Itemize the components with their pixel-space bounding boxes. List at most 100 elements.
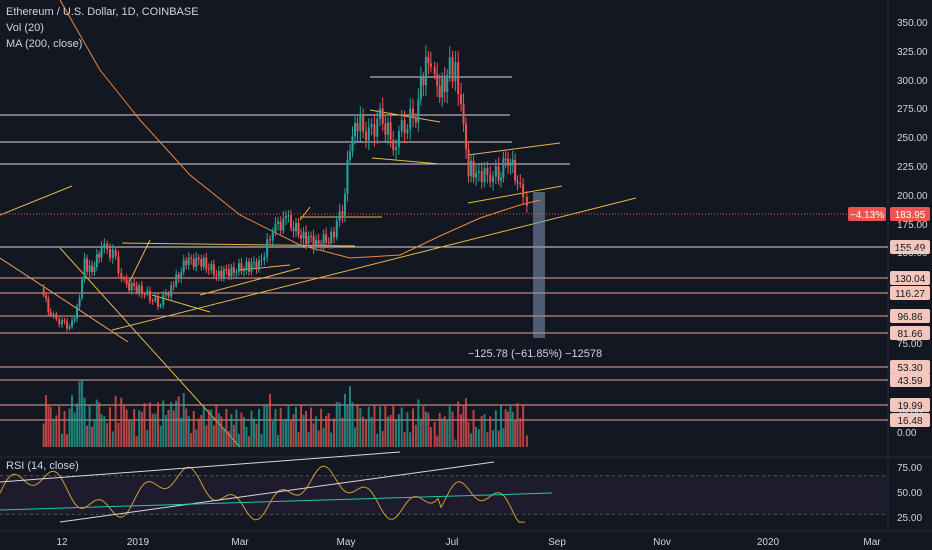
candle-body	[282, 218, 285, 231]
volume-bar	[412, 408, 415, 447]
candle-body	[284, 216, 287, 219]
candle-body	[140, 285, 143, 295]
price-axis-tick: 0.00	[897, 428, 917, 439]
candle-body	[489, 174, 492, 183]
candle-body	[330, 231, 333, 243]
candle-body	[81, 279, 84, 298]
candle-body	[392, 139, 395, 151]
candle-body	[61, 320, 63, 325]
rsi-axis-tick: 75.00	[897, 463, 922, 474]
symbol-legend: Ethereum / U.S. Dollar, 1D, COINBASE	[6, 6, 199, 18]
trend-line	[127, 239, 151, 286]
candle-body	[362, 114, 365, 132]
volume-bar	[327, 412, 330, 447]
volume-bar	[448, 406, 451, 447]
volume-bar	[205, 425, 208, 447]
candle-body	[509, 164, 512, 166]
volume-bar	[146, 429, 149, 447]
volume-bar	[117, 422, 120, 447]
candle-body	[175, 274, 178, 286]
candle-body	[348, 151, 351, 160]
candle-body	[232, 267, 235, 273]
volume-bar	[292, 414, 295, 447]
candle-body	[108, 249, 111, 259]
candle-body	[312, 236, 315, 248]
volume-bar	[128, 420, 131, 447]
price-axis-tick: 200.00	[897, 191, 928, 202]
trend-line	[199, 267, 301, 296]
rsi-trend-line	[59, 461, 495, 523]
volume-bar	[436, 435, 439, 447]
price-axis-tick: 275.00	[897, 104, 928, 115]
level-tag-label: 116.27	[895, 289, 925, 300]
volume-bar	[180, 417, 183, 447]
volume-bar	[212, 425, 215, 447]
time-axis-label: 12	[56, 537, 68, 548]
trend-line	[467, 142, 561, 156]
candle-body	[302, 232, 305, 239]
volume-bar	[470, 433, 473, 447]
candle-body	[200, 259, 203, 267]
candle-body	[263, 257, 266, 260]
candle-body	[397, 131, 400, 148]
candle-body	[156, 297, 159, 307]
candle-body	[370, 124, 373, 128]
candle-body	[202, 257, 205, 267]
candle-body	[467, 149, 470, 177]
volume-bar	[237, 433, 240, 447]
candle-body	[438, 85, 441, 98]
volume-bar	[497, 430, 500, 447]
candle-body	[465, 123, 468, 150]
time-axis-label: Nov	[653, 537, 671, 548]
candle-body	[71, 320, 74, 327]
price-axis-tick: 175.00	[897, 220, 928, 231]
candle-body	[322, 234, 325, 246]
candle-body	[292, 227, 295, 232]
volume-bar	[310, 407, 313, 447]
volume-bar	[406, 412, 409, 447]
volume-bar	[338, 402, 341, 447]
volume-bar	[277, 435, 280, 447]
candle-body	[460, 94, 463, 105]
candle-body	[86, 258, 89, 272]
volume-bar	[245, 426, 248, 447]
trend-line	[0, 257, 129, 343]
candle-body	[414, 117, 417, 123]
candle-body	[287, 215, 290, 217]
candle-body	[436, 74, 439, 86]
volume-bar	[451, 411, 454, 447]
price-axis-tick: 350.00	[897, 18, 928, 29]
candle-body	[255, 261, 258, 270]
candle-body	[406, 129, 409, 134]
candle-body	[197, 257, 200, 260]
candle-body	[502, 158, 505, 179]
level-tag	[890, 360, 930, 374]
level-tag-label: 19.99	[897, 401, 922, 412]
volume-bar	[424, 411, 427, 447]
candle-body	[277, 221, 280, 225]
candle-body	[266, 239, 269, 258]
volume-bar	[86, 425, 89, 447]
candle-body	[504, 158, 507, 160]
volume-bar	[381, 431, 384, 447]
volume-bar	[353, 427, 356, 447]
volume-bar	[502, 428, 505, 447]
candle-body	[237, 263, 240, 272]
candle-body	[384, 123, 387, 135]
level-tag-label: 130.04	[895, 274, 926, 285]
level-tag-label: 155.49	[895, 243, 926, 254]
candle-body	[52, 314, 55, 316]
price-axis-tick: 25.00	[897, 408, 922, 419]
time-axis-label: Mar	[863, 537, 881, 548]
candle-body	[167, 293, 170, 297]
volume-bar	[190, 433, 193, 447]
candle-body	[268, 239, 271, 241]
volume-bar	[42, 423, 45, 447]
volume-bar	[438, 412, 441, 447]
volume-bar	[315, 416, 318, 447]
volume-bar	[98, 402, 101, 447]
volume-bar	[247, 436, 250, 447]
candle-body	[386, 122, 389, 135]
candle-body	[395, 147, 398, 151]
